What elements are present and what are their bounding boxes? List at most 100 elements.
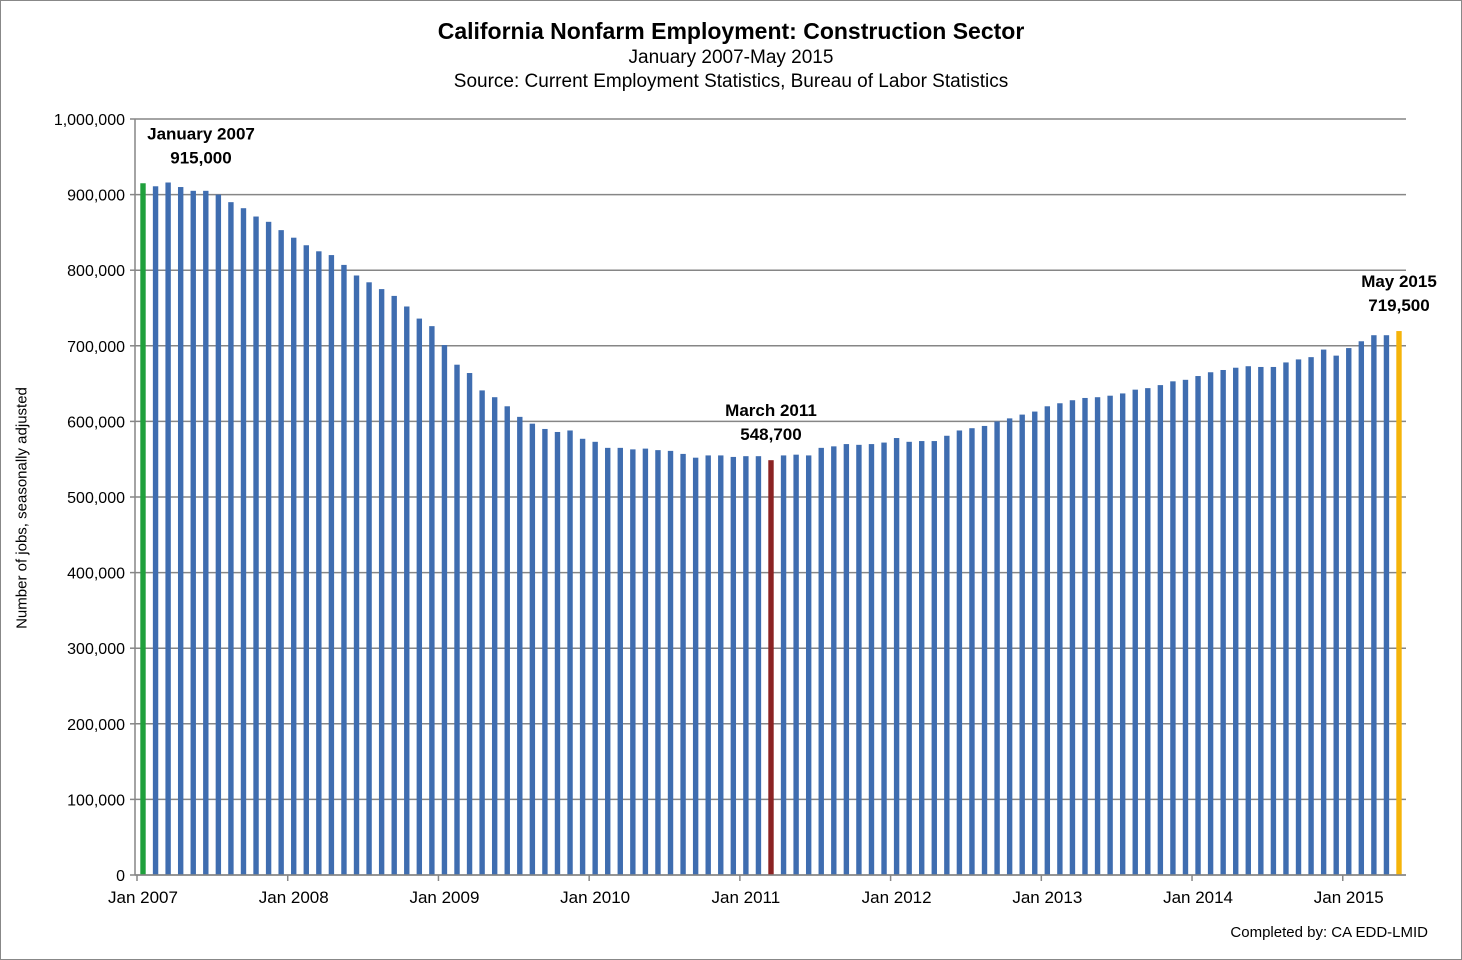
bar: [1308, 357, 1314, 875]
y-tick-label: 500,000: [67, 490, 125, 507]
bar: [981, 425, 988, 875]
annotation-label: January 2007: [147, 124, 255, 143]
x-tick-label: Jan 2010: [560, 888, 630, 907]
bar: [969, 428, 975, 875]
bar: [793, 454, 799, 875]
bar: [931, 441, 937, 875]
annotation-value: 548,700: [740, 425, 801, 444]
bar: [1119, 393, 1126, 875]
bar: [667, 450, 674, 875]
bar: [818, 447, 824, 875]
bar: [868, 444, 875, 875]
annotation-value: 915,000: [170, 148, 231, 167]
bar: [316, 251, 322, 876]
chart-subtitle: January 2007-May 2015: [628, 47, 834, 68]
bar: [780, 455, 787, 875]
bar: [1019, 414, 1025, 875]
bar: [856, 444, 862, 875]
bar: [1383, 335, 1390, 875]
bar: [642, 448, 649, 875]
x-tick-label: Jan 2013: [1012, 888, 1082, 907]
bar: [692, 457, 699, 875]
bar: [504, 406, 510, 875]
bar: [529, 423, 536, 875]
x-tick-label: Jan 2012: [862, 888, 932, 907]
bar: [378, 289, 385, 876]
y-tick-label: 700,000: [67, 339, 125, 356]
bar: [617, 447, 623, 875]
bar: [165, 182, 171, 875]
bar: [454, 364, 460, 875]
bar: [1032, 411, 1038, 875]
bar: [491, 397, 498, 875]
bar: [366, 282, 372, 875]
bar: [680, 453, 686, 875]
bar: [1082, 397, 1088, 875]
bar: [1069, 400, 1076, 875]
bar: [1157, 385, 1164, 875]
bar: [881, 442, 887, 875]
bar: [303, 245, 309, 875]
bar: [655, 450, 661, 875]
annotation-value: 719,500: [1368, 296, 1429, 315]
bar: [592, 441, 598, 875]
bar: [265, 221, 272, 876]
bar: [579, 438, 586, 875]
bar: [441, 345, 448, 875]
bar: [479, 390, 485, 875]
bar: [1320, 349, 1327, 876]
bar: [1371, 335, 1377, 875]
bar: [228, 202, 234, 875]
x-tick-label: Jan 2009: [409, 888, 479, 907]
x-tick-label: Jan 2008: [259, 888, 329, 907]
bar: [1283, 362, 1289, 875]
bar: [1182, 379, 1189, 875]
bar: [1220, 369, 1226, 875]
bar: [416, 318, 423, 876]
bar: [605, 447, 611, 875]
bar: [240, 208, 247, 875]
bar: [755, 456, 762, 875]
bar: [1006, 418, 1013, 875]
bar: [140, 183, 146, 875]
bar: [956, 430, 963, 875]
bar: [1207, 372, 1214, 875]
y-tick-label: 1,000,000: [54, 112, 125, 129]
bar: [253, 216, 259, 876]
bar: [1094, 397, 1101, 875]
y-tick-label: 600,000: [67, 414, 125, 431]
bar: [203, 190, 209, 875]
x-tick-label: Jan 2014: [1163, 888, 1233, 907]
bar: [919, 441, 925, 875]
bar: [341, 264, 347, 876]
bar: [718, 455, 724, 875]
y-tick-label: 800,000: [67, 263, 125, 280]
x-tick-label: Jan 2011: [712, 888, 781, 907]
bar: [353, 275, 360, 875]
bar: [893, 438, 900, 875]
bar: [1258, 366, 1264, 875]
bar: [630, 449, 636, 875]
bar: [542, 428, 548, 875]
bar: [831, 446, 837, 875]
annotation-label: March 2011: [725, 401, 817, 420]
bar: [1346, 348, 1352, 875]
x-tick-label: Jan 2015: [1314, 888, 1384, 907]
bar: [404, 306, 410, 875]
bar: [291, 237, 297, 875]
bar: [567, 430, 573, 875]
bar: [994, 421, 1000, 875]
y-tick-label: 100,000: [67, 792, 125, 809]
bar: [1295, 359, 1302, 876]
bar: [1170, 381, 1176, 875]
bar: [177, 187, 184, 876]
bar: [1245, 366, 1251, 875]
y-tick-label: 0: [116, 868, 125, 885]
bar: [1057, 403, 1063, 875]
bar: [1044, 406, 1051, 875]
bar: [1333, 355, 1339, 875]
bar: [1270, 366, 1277, 875]
bar: [805, 455, 812, 875]
credit-text: Completed by: CA EDD-LMID: [1230, 924, 1428, 941]
